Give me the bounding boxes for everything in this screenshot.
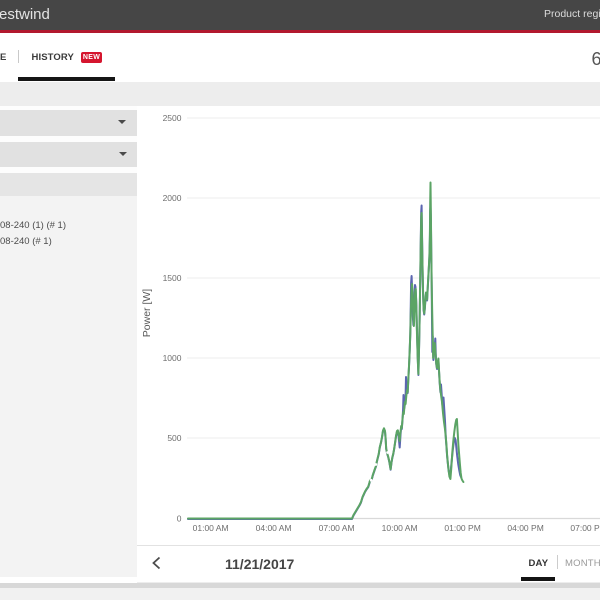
svg-text:0: 0 — [177, 514, 182, 524]
svg-text:07:00 PM: 07:00 PM — [570, 523, 600, 533]
svg-text:500: 500 — [167, 433, 181, 443]
svg-text:Power [W]: Power [W] — [141, 289, 153, 338]
svg-text:1000: 1000 — [163, 353, 182, 363]
svg-text:2500: 2500 — [163, 113, 182, 123]
svg-text:07:00 AM: 07:00 AM — [319, 523, 355, 533]
svg-text:01:00 AM: 01:00 AM — [193, 523, 229, 533]
svg-text:1500: 1500 — [163, 273, 182, 283]
svg-text:10:00 AM: 10:00 AM — [382, 523, 418, 533]
svg-text:04:00 PM: 04:00 PM — [507, 523, 543, 533]
svg-text:04:00 AM: 04:00 AM — [256, 523, 292, 533]
svg-text:01:00 PM: 01:00 PM — [444, 523, 480, 533]
svg-text:2000: 2000 — [163, 193, 182, 203]
